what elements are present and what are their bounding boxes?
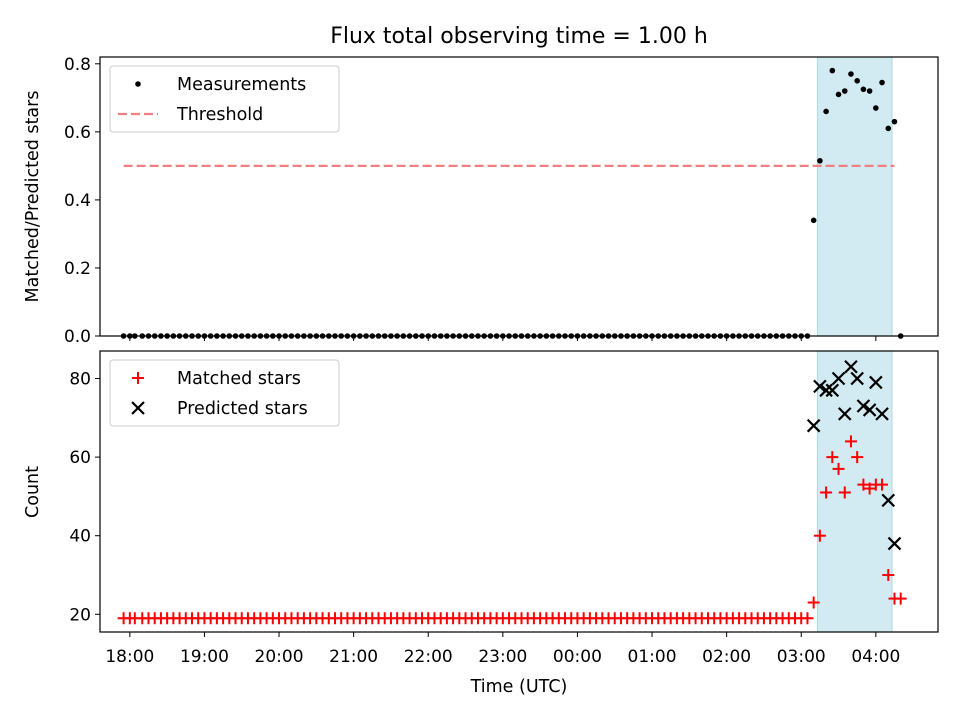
- bottom-panel: 20 40 60 80 18:00 19:00 20:00 21:00 22:00 23:00 00…: [69, 350, 939, 667]
- x-tick-label: 01:00: [628, 647, 677, 667]
- predicted-star-marker: [844, 359, 858, 374]
- marker-stroke: [856, 399, 871, 413]
- y-tick-label: 0.4: [64, 191, 91, 211]
- x-tick-label: 03:00: [777, 647, 826, 667]
- marker-stroke: [850, 371, 864, 386]
- legend-dot-marker: [135, 81, 141, 87]
- bottom-y-axis-label: Count: [23, 466, 43, 518]
- measurement-point: [817, 157, 823, 164]
- x-tick-label: 02:00: [702, 647, 751, 667]
- matched-star-marker: [801, 612, 814, 625]
- predicted-star-marker: [825, 383, 840, 398]
- measurement-point: [854, 78, 860, 84]
- marker-stroke: [813, 379, 827, 394]
- matched-star-marker: [876, 478, 889, 491]
- matched-star-marker: [844, 435, 857, 448]
- marker-stroke: [806, 418, 821, 433]
- measurement-point: [860, 86, 867, 93]
- predicted-star-marker: [862, 403, 877, 417]
- matched-star-marker: [838, 486, 851, 499]
- marker-stroke: [837, 407, 852, 421]
- predicted-star-marker: [837, 407, 852, 421]
- matched-star-marker: [894, 592, 907, 605]
- legend-label: Matched stars: [177, 369, 301, 389]
- marker-stroke: [875, 407, 889, 421]
- top-y-axis-label: Matched/Predicted stars: [23, 91, 43, 303]
- marker-stroke: [862, 403, 877, 417]
- predicted-star-marker: [831, 371, 846, 386]
- x-tick-label: 18:00: [105, 647, 154, 667]
- predicted-star-marker: [850, 371, 864, 386]
- marker-stroke: [887, 536, 902, 551]
- legend-label: Threshold: [176, 105, 263, 125]
- chart-title: Flux total observing time = 1.00 h: [330, 24, 708, 49]
- predicted-star-marker: [869, 375, 883, 390]
- y-tick-label: 60: [69, 448, 91, 468]
- axes-frame: [99, 350, 939, 633]
- predicted-star-marker: [806, 418, 821, 433]
- legend: Measurements Threshold: [109, 65, 340, 133]
- measurement-point: [835, 91, 842, 98]
- predicted-star-marker: [881, 493, 896, 508]
- x-tick-label: 04:00: [851, 647, 900, 667]
- legend-x-marker: [131, 401, 145, 415]
- matched-star-marker: [851, 451, 864, 464]
- legend-label: Measurements: [177, 75, 306, 95]
- marker-stroke: [844, 359, 858, 374]
- axes-frame: [99, 56, 939, 337]
- legend-box: [109, 359, 340, 427]
- x-axis-label: Time (UTC): [470, 677, 568, 697]
- x-tick-label: 23:00: [478, 647, 527, 667]
- x-tick-label: 22:00: [404, 647, 453, 667]
- y-tick-label: 0.2: [64, 259, 91, 279]
- measurement-point: [848, 71, 854, 77]
- marker-stroke: [819, 383, 833, 398]
- measurement-point: [885, 125, 892, 132]
- marker-stroke: [881, 493, 896, 508]
- top-panel: 0.0 0.2 0.4 0.6 0.8 Measurements Threshold: [64, 55, 939, 347]
- measurement-point: [823, 108, 829, 115]
- matched-star-marker: [813, 529, 826, 542]
- measurement-point: [841, 88, 848, 94]
- x-tick-label: 19:00: [180, 647, 229, 667]
- measurement-point: [879, 79, 885, 86]
- measurement-point: [829, 67, 836, 74]
- matched-star-marker: [882, 569, 895, 582]
- marker-stroke: [825, 383, 840, 398]
- measurement-point: [866, 88, 873, 94]
- matched-star-marker: [863, 482, 876, 495]
- marker-stroke: [869, 375, 883, 390]
- marker-stroke: [831, 371, 846, 386]
- predicted-star-marker: [887, 536, 902, 551]
- measurement-point: [891, 118, 898, 125]
- matched-star-marker: [820, 486, 833, 499]
- y-tick-label: 20: [69, 605, 91, 625]
- y-tick-label: 40: [69, 527, 91, 547]
- predicted-star-marker: [819, 383, 833, 398]
- y-tick-label: 0.8: [64, 55, 91, 75]
- y-tick-label: 0.6: [64, 123, 91, 143]
- matched-star-marker: [832, 462, 845, 475]
- y-tick-label: 80: [69, 370, 91, 390]
- matched-star-marker: [857, 478, 870, 491]
- x-tick-label: 21:00: [329, 647, 378, 667]
- predicted-star-marker: [856, 399, 871, 413]
- matched-star-marker: [826, 451, 839, 464]
- x-tick-label: 00:00: [553, 647, 602, 667]
- legend-label: Predicted stars: [177, 399, 308, 419]
- matched-star-marker: [807, 596, 820, 609]
- shaded-interval: [816, 56, 893, 337]
- measurement-point: [810, 217, 817, 224]
- measurement-point: [873, 105, 879, 111]
- legend-box: [109, 65, 340, 133]
- x-tick-label: 20:00: [255, 647, 304, 667]
- predicted-star-marker: [875, 407, 889, 421]
- legend: Matched stars Predicted stars: [109, 359, 340, 427]
- predicted-star-marker: [813, 379, 827, 394]
- y-tick-label: 0.0: [64, 327, 91, 347]
